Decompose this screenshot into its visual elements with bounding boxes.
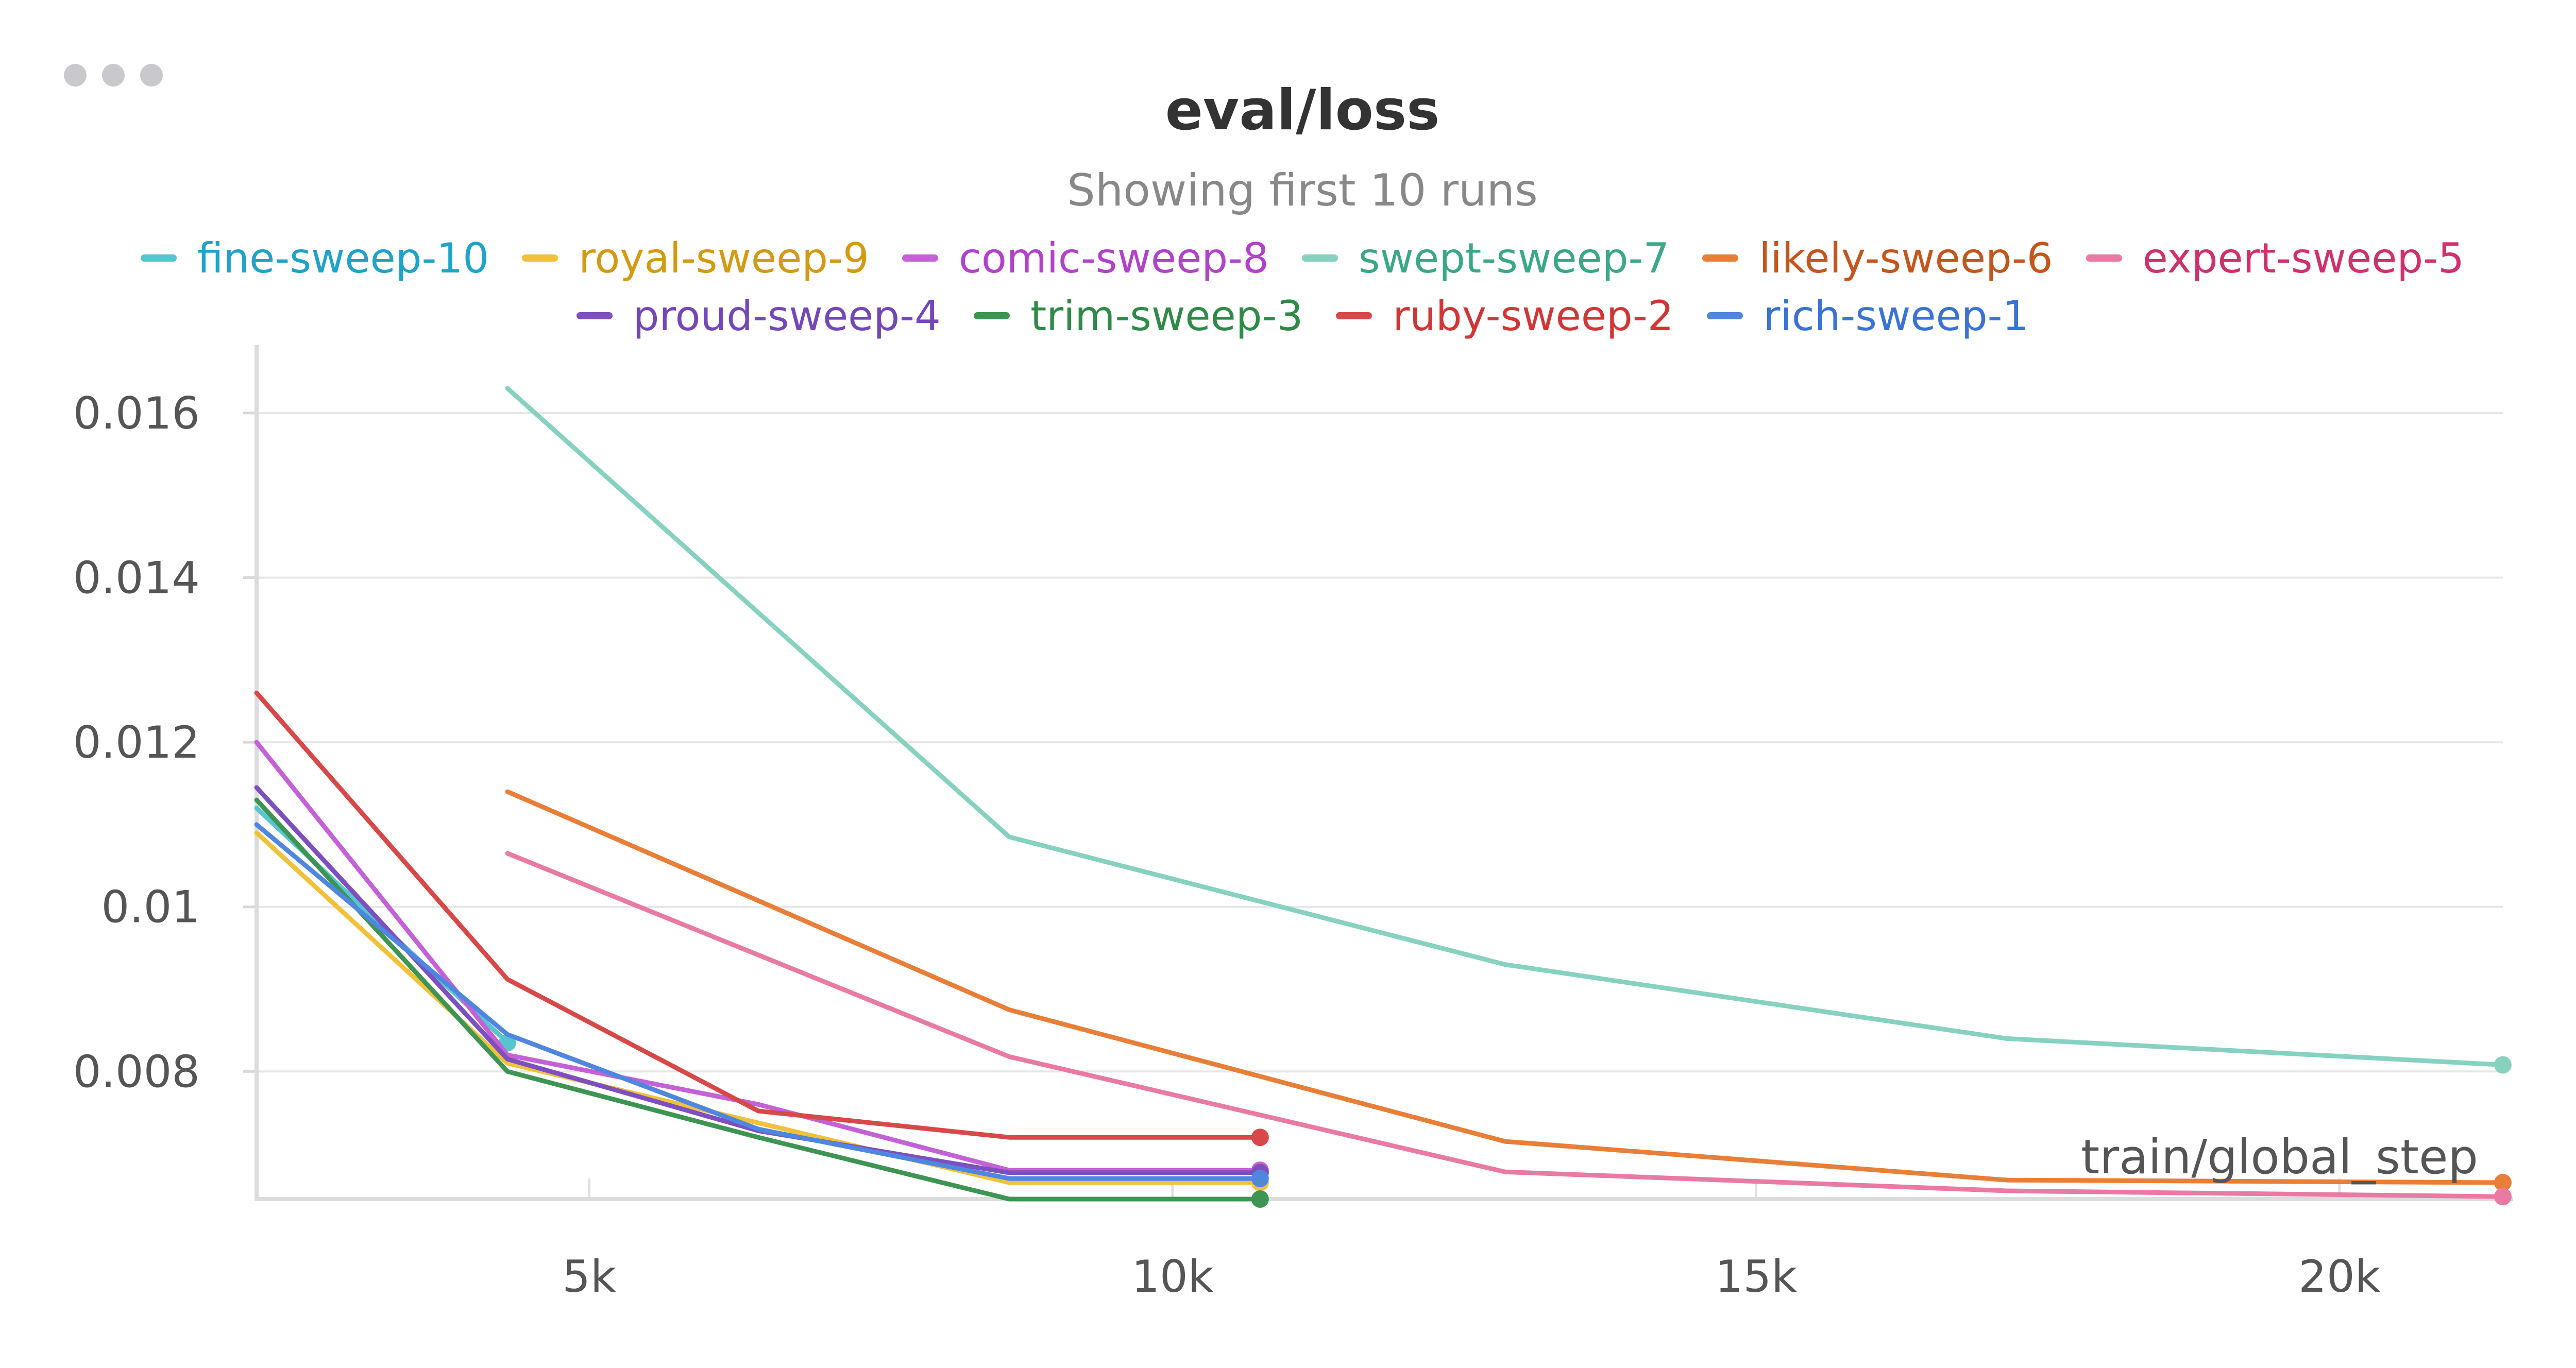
series-line-royal-sweep-9[interactable] xyxy=(254,830,1263,1185)
legend-item-ruby-sweep-2[interactable]: ruby-sweep-2 xyxy=(1336,292,1674,340)
legend-label: comic-sweep-8 xyxy=(958,234,1269,282)
series-lines xyxy=(254,386,2512,1208)
y-tick-label: 0.008 xyxy=(73,1046,200,1098)
legend-label: trim-sweep-3 xyxy=(1030,292,1303,340)
x-tick-label: 15k xyxy=(1715,1251,1797,1303)
legend-item-trim-sweep-3[interactable]: trim-sweep-3 xyxy=(973,292,1303,340)
series-line-ruby-sweep-2[interactable] xyxy=(254,690,1263,1140)
series-line-likely-sweep-6[interactable] xyxy=(505,789,2505,1185)
legend-label: likely-sweep-6 xyxy=(1759,234,2053,282)
legend-swatch xyxy=(1336,312,1372,319)
legend-swatch xyxy=(141,254,177,262)
legend-label: proud-sweep-4 xyxy=(633,292,941,340)
legend-swatch xyxy=(1702,254,1739,262)
axes xyxy=(243,345,2513,1201)
legend-item-royal-sweep-9[interactable]: royal-sweep-9 xyxy=(522,234,869,282)
series-end-point-likely-sweep-6[interactable] xyxy=(2494,1174,2512,1192)
menu-dot xyxy=(64,64,87,87)
menu-dot xyxy=(140,64,163,87)
y-tick-label: 0.014 xyxy=(73,553,200,604)
series-end-point-rich-sweep-1[interactable] xyxy=(1251,1170,1269,1188)
series-line-comic-sweep-8[interactable] xyxy=(254,740,1263,1173)
y-tick-label: 0.016 xyxy=(73,388,200,439)
chart-legend: fine-sweep-10 royal-sweep-9 comic-sweep-8 s… xyxy=(62,229,2543,345)
series-line-proud-sweep-4[interactable] xyxy=(254,785,1263,1175)
legend-item-likely-sweep-6[interactable]: likely-sweep-6 xyxy=(1702,234,2053,282)
legend-row: proud-sweep-4 trim-sweep-3 ruby-sweep-2 ric… xyxy=(62,287,2543,345)
series-line-rich-sweep-1[interactable] xyxy=(254,822,1263,1181)
legend-label: swept-sweep-7 xyxy=(1358,234,1670,282)
menu-dot xyxy=(102,64,125,87)
x-axis-title: train/global_step xyxy=(2081,1130,2478,1185)
legend-label: expert-sweep-5 xyxy=(2142,234,2464,282)
y-tick-label: 0.01 xyxy=(101,882,200,933)
legend-swatch xyxy=(522,254,558,262)
legend-swatch xyxy=(902,254,938,262)
axis-labels: 0.008 0.01 0.012 0.014 0.016 5k 10k 15k 20k train… xyxy=(73,388,2478,1303)
chart-subtitle: Showing first 10 runs xyxy=(1067,165,1538,216)
chart-title: eval/loss xyxy=(1165,78,1440,143)
legend-item-fine-sweep-10[interactable]: fine-sweep-10 xyxy=(141,234,489,282)
legend-item-swept-sweep-7[interactable]: swept-sweep-7 xyxy=(1301,234,1670,282)
grid-lines xyxy=(257,412,2503,1073)
x-tick-label: 10k xyxy=(1131,1251,1213,1303)
series-line-trim-sweep-3[interactable] xyxy=(254,797,1263,1202)
legend-row: fine-sweep-10 royal-sweep-9 comic-sweep-8 s… xyxy=(62,229,2543,287)
legend-swatch xyxy=(1301,254,1338,262)
x-tick-label: 5k xyxy=(562,1251,616,1303)
y-tick-label: 0.012 xyxy=(73,717,200,768)
legend-label: ruby-sweep-2 xyxy=(1393,292,1674,340)
legend-label: fine-sweep-10 xyxy=(197,234,489,282)
series-end-point-ruby-sweep-2[interactable] xyxy=(1251,1128,1269,1147)
series-end-point-trim-sweep-3[interactable] xyxy=(1251,1190,1269,1208)
series-end-point-expert-sweep-5[interactable] xyxy=(2494,1188,2512,1206)
legend-swatch xyxy=(2086,254,2122,262)
x-tick-label: 20k xyxy=(2298,1251,2380,1303)
series-line-swept-sweep-7[interactable] xyxy=(505,386,2505,1067)
legend-item-comic-sweep-8[interactable]: comic-sweep-8 xyxy=(902,234,1269,282)
panel-menu-icon[interactable] xyxy=(64,64,163,87)
legend-label: royal-sweep-9 xyxy=(579,234,869,282)
legend-swatch xyxy=(1706,312,1743,319)
series-end-point-swept-sweep-7[interactable] xyxy=(2494,1056,2512,1074)
legend-swatch xyxy=(576,312,613,319)
legend-item-rich-sweep-1[interactable]: rich-sweep-1 xyxy=(1706,292,2029,340)
legend-item-proud-sweep-4[interactable]: proud-sweep-4 xyxy=(576,292,941,340)
legend-swatch xyxy=(973,312,1010,319)
legend-item-expert-sweep-5[interactable]: expert-sweep-5 xyxy=(2086,234,2464,282)
legend-label: rich-sweep-1 xyxy=(1763,292,2029,340)
series-line-expert-sweep-5[interactable] xyxy=(505,851,2505,1199)
